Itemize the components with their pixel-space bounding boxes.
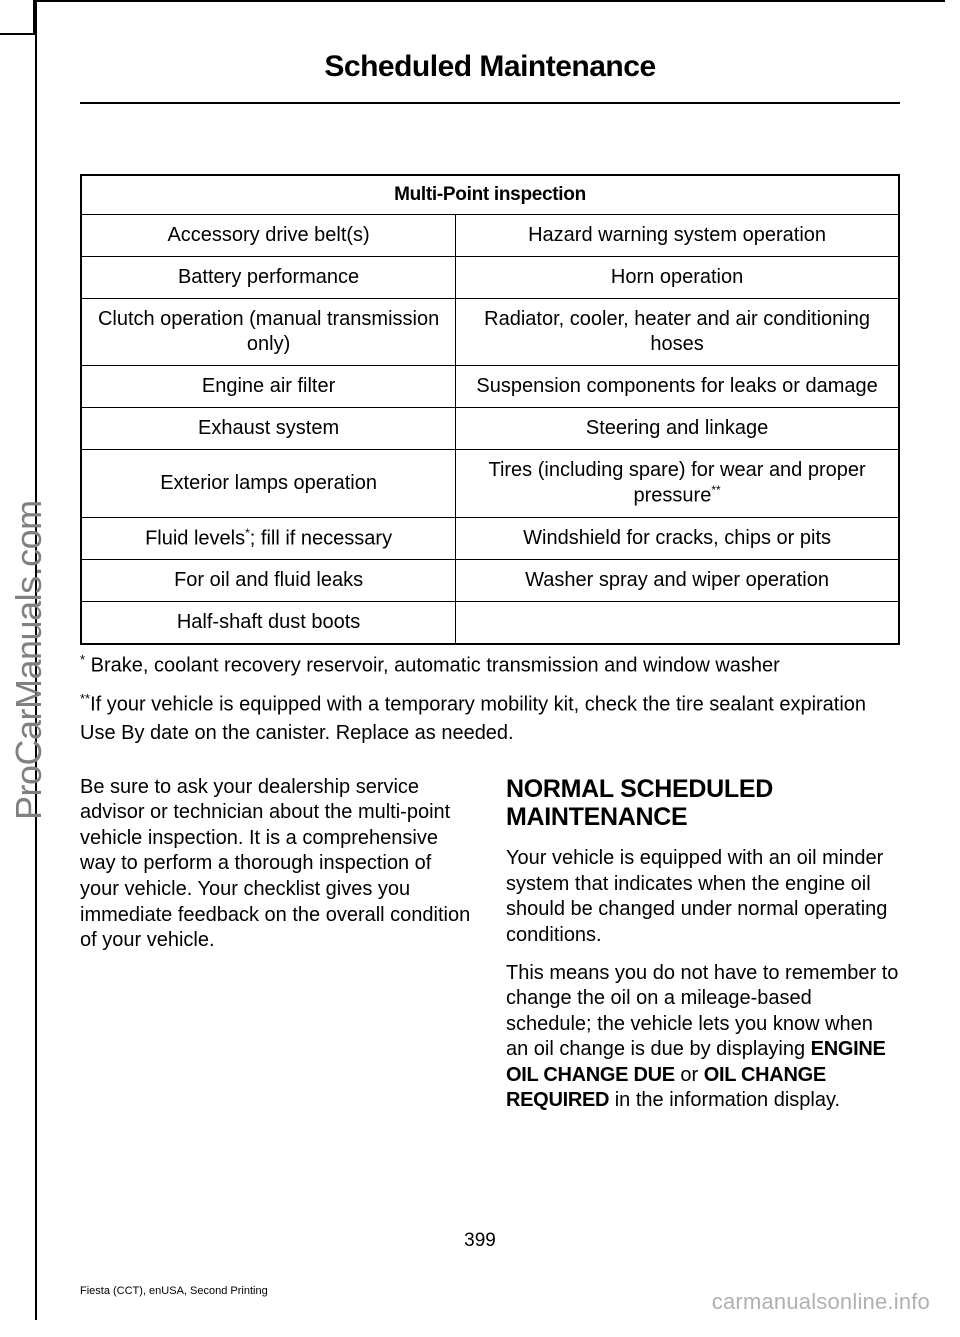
table-cell: Exhaust system xyxy=(81,408,456,450)
footer-right: carmanualsonline.info xyxy=(712,1289,930,1315)
two-column-body: Be sure to ask your dealership service a… xyxy=(80,775,900,1126)
table-cell: Fluid levels*; fill if necessary xyxy=(81,517,456,560)
table-row: Engine air filter Suspension components … xyxy=(81,366,899,408)
body-paragraph: Your vehicle is equipped with an oil min… xyxy=(506,846,900,948)
table-row: Half-shaft dust boots xyxy=(81,602,899,645)
body-paragraph: Be sure to ask your dealership service a… xyxy=(80,775,474,954)
multi-point-inspection-table: Multi-Point inspection Accessory drive b… xyxy=(80,174,900,645)
table-cell: Half-shaft dust boots xyxy=(81,602,456,645)
table-cell: Radiator, cooler, heater and air conditi… xyxy=(456,299,899,366)
table-row: Exterior lamps operation Tires (includin… xyxy=(81,450,899,518)
table-cell: Hazard warning system operation xyxy=(456,215,899,257)
page-number: 399 xyxy=(0,1230,960,1252)
body-paragraph: This means you do not have to remember t… xyxy=(506,961,900,1115)
table-cell: Tires (including spare) for wear and pro… xyxy=(456,450,899,518)
table-row: Fluid levels*; fill if necessary Windshi… xyxy=(81,517,899,560)
table-header: Multi-Point inspection xyxy=(81,175,899,215)
table-row: Exhaust system Steering and linkage xyxy=(81,408,899,450)
table-cell: Washer spray and wiper operation xyxy=(456,560,899,602)
table-cell: Windshield for cracks, chips or pits xyxy=(456,517,899,560)
table-cell xyxy=(456,602,899,645)
left-column: Be sure to ask your dealership service a… xyxy=(80,775,474,1126)
table-cell: Horn operation xyxy=(456,257,899,299)
table-cell: Engine air filter xyxy=(81,366,456,408)
footnote-1: * Brake, coolant recovery reservoir, aut… xyxy=(80,651,900,680)
corner-decoration xyxy=(0,0,35,35)
table-cell: Suspension components for leaks or damag… xyxy=(456,366,899,408)
table-cell: For oil and fluid leaks xyxy=(81,560,456,602)
footnote-2: **If your vehicle is equipped with a tem… xyxy=(80,690,900,747)
table-row: Accessory drive belt(s) Hazard warning s… xyxy=(81,215,899,257)
section-heading: NORMAL SCHEDULED MAINTENANCE xyxy=(506,775,900,833)
right-column: NORMAL SCHEDULED MAINTENANCE Your vehicl… xyxy=(506,775,900,1126)
table-row: Clutch operation (manual transmission on… xyxy=(81,299,899,366)
chapter-title: Scheduled Maintenance xyxy=(80,50,900,104)
table-cell: Clutch operation (manual transmission on… xyxy=(81,299,456,366)
table-cell: Exterior lamps operation xyxy=(81,450,456,518)
table-row: For oil and fluid leaks Washer spray and… xyxy=(81,560,899,602)
footer-left: Fiesta (CCT), enUSA, Second Printing xyxy=(80,1285,268,1297)
table-cell: Accessory drive belt(s) xyxy=(81,215,456,257)
page-content: Scheduled Maintenance Multi-Point inspec… xyxy=(80,50,900,1126)
table-row: Battery performance Horn operation xyxy=(81,257,899,299)
watermark-side: ProCarManuals.com xyxy=(8,500,50,820)
table-cell: Battery performance xyxy=(81,257,456,299)
table-cell: Steering and linkage xyxy=(456,408,899,450)
